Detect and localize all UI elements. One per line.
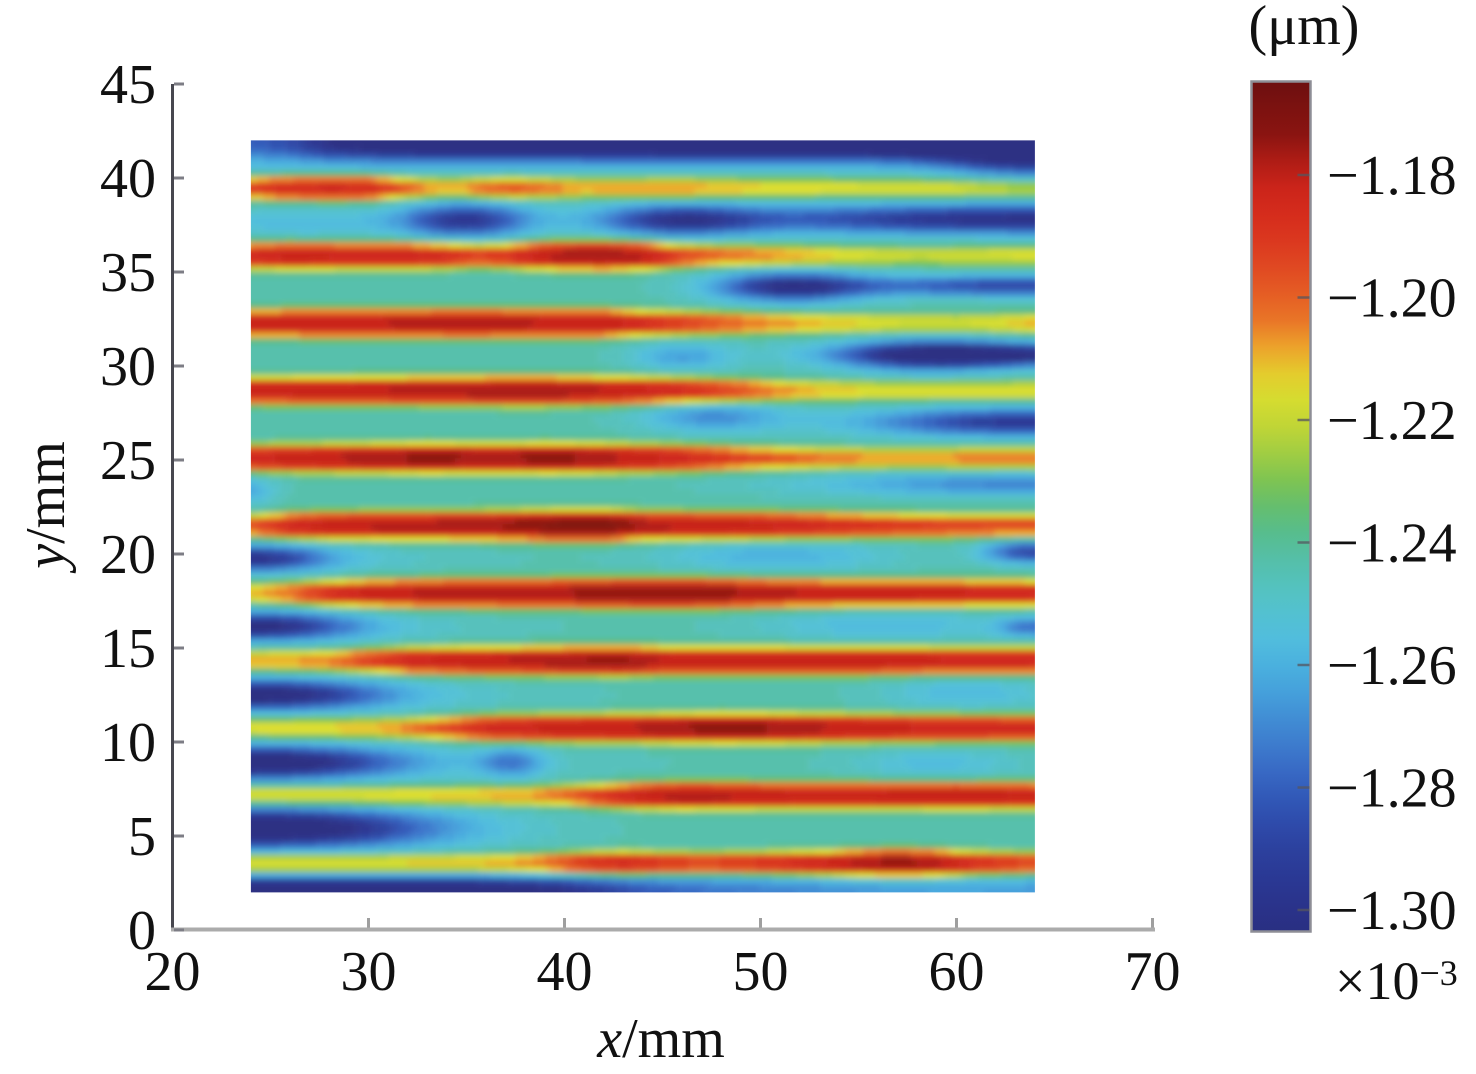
svg-text:30: 30 — [341, 941, 397, 1003]
svg-text:−1.30: −1.30 — [1327, 880, 1457, 942]
svg-text:−1.22: −1.22 — [1327, 390, 1457, 452]
svg-text:(μm): (μm) — [1249, 0, 1360, 57]
svg-text:50: 50 — [733, 941, 789, 1003]
svg-text:10: 10 — [100, 712, 156, 774]
svg-text:−1.24: −1.24 — [1327, 513, 1457, 575]
svg-text:20: 20 — [100, 524, 156, 586]
svg-text:−1.28: −1.28 — [1327, 758, 1457, 820]
svg-text:20: 20 — [145, 941, 201, 1003]
svg-text:0: 0 — [128, 900, 156, 962]
svg-text:5: 5 — [128, 806, 156, 868]
svg-text:40: 40 — [100, 148, 156, 210]
svg-text:35: 35 — [100, 242, 156, 304]
svg-text:15: 15 — [100, 618, 156, 680]
svg-text:60: 60 — [929, 941, 985, 1003]
svg-text:−1.18: −1.18 — [1327, 145, 1457, 207]
svg-text:−1.20: −1.20 — [1327, 268, 1457, 330]
svg-text:70: 70 — [1125, 941, 1181, 1003]
svg-text:−1.26: −1.26 — [1327, 635, 1457, 697]
svg-text:30: 30 — [100, 336, 156, 398]
svg-text:x/mm: x/mm — [596, 1008, 725, 1070]
svg-text:45: 45 — [100, 54, 156, 116]
svg-text:25: 25 — [100, 430, 156, 492]
svg-text:y/mm: y/mm — [15, 441, 77, 574]
svg-text:40: 40 — [537, 941, 593, 1003]
